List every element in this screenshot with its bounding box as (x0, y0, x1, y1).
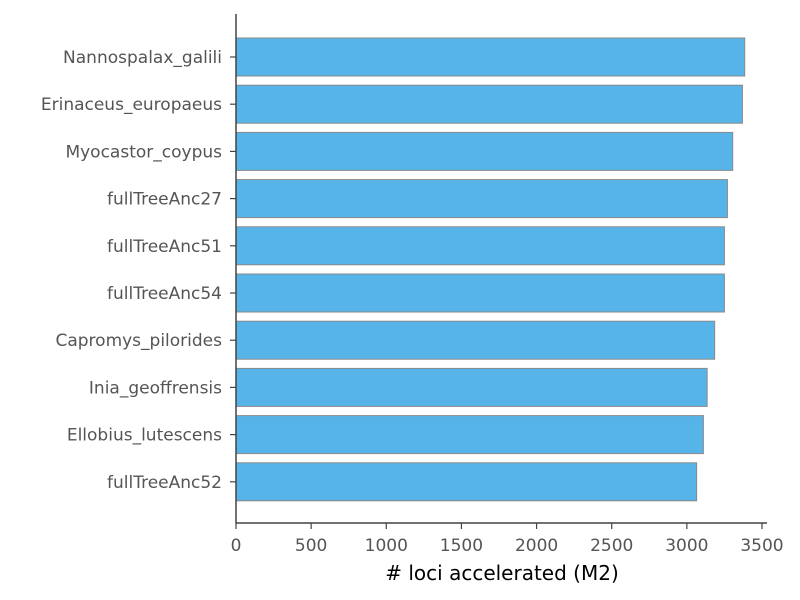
bar-Inia_geoffrensis (235, 367, 708, 407)
x-tick-label: 0 (231, 536, 242, 556)
x-tick-label: 2500 (590, 536, 633, 556)
y-tick-label: Capromys_pilorides (55, 331, 222, 351)
y-tick-label: Myocastor_coypus (65, 142, 222, 162)
bar-Erinaceus_europaeus (235, 84, 743, 124)
x-tick-label: 500 (295, 536, 327, 556)
y-tick-label: Ellobius_lutescens (67, 426, 222, 446)
y-tick-label: fullTreeAnc27 (107, 190, 222, 210)
y-tick-label: Nannospalax_galili (63, 48, 222, 68)
bar-Myocastor_coypus (235, 131, 734, 171)
x-tick-label: 3500 (740, 536, 783, 556)
x-axis-ticks: 0 500 1000 1500 2000 2500 3000 3500 (231, 523, 784, 556)
x-axis-title: # loci accelerated (M2) (385, 561, 619, 585)
bars-group (235, 37, 746, 502)
y-tick-label: Inia_geoffrensis (89, 378, 222, 398)
x-tick-label: 1500 (440, 536, 483, 556)
y-axis-labels: Nannospalax_galili Erinaceus_europaeus Myo… (41, 48, 236, 493)
bar-fullTreeAnc52 (235, 462, 698, 502)
y-tick-label: Erinaceus_europaeus (41, 95, 222, 115)
y-tick-label: fullTreeAnc51 (107, 237, 222, 257)
bar-Capromys_pilorides (235, 320, 716, 360)
x-tick-label: 3000 (665, 536, 708, 556)
bar-fullTreeAnc27 (235, 179, 728, 219)
bar-Ellobius_lutescens (235, 415, 704, 455)
y-tick-label: fullTreeAnc52 (107, 473, 222, 493)
x-tick-label: 2000 (515, 536, 558, 556)
bar-fullTreeAnc54 (235, 273, 725, 313)
y-tick-label: fullTreeAnc54 (107, 284, 222, 304)
bar-Nannospalax_galili (235, 37, 746, 77)
x-tick-label: 1000 (365, 536, 408, 556)
bar-fullTreeAnc51 (235, 226, 725, 266)
